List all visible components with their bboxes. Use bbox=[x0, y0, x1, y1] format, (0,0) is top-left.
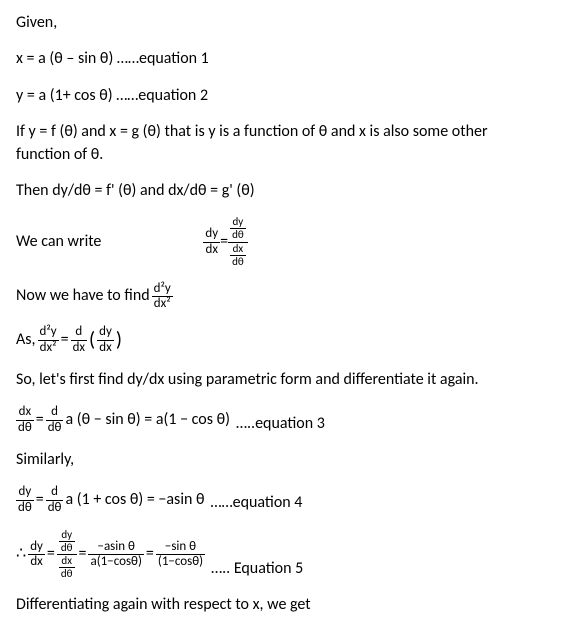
frac-compound: dy dθ dx dθ bbox=[228, 216, 248, 267]
eq-sign: = bbox=[61, 329, 69, 351]
eq-as-definition: As, d²y dx² = d dx ( dy dx ) bbox=[16, 325, 545, 355]
eq-sign: = bbox=[36, 489, 44, 511]
text-eq2: y = a (1+ cos θ) ……equation 2 bbox=[16, 85, 545, 107]
eq-sign: = bbox=[36, 409, 44, 431]
frac-dxdtheta: dx dθ bbox=[16, 405, 34, 435]
eq-suffix: ….. Equation 5 bbox=[211, 558, 303, 580]
frac-ddx: d dx bbox=[71, 325, 87, 355]
eq-equation3: dx dθ = d dθ a (θ − sin θ) = a(1 − cos θ… bbox=[16, 405, 545, 435]
text-functions: If y = f (θ) and x = g (θ) that is y is … bbox=[16, 121, 545, 166]
text-nowfind: Now we have to find bbox=[16, 285, 150, 307]
frac-dydx: dy dx bbox=[203, 227, 220, 257]
text-differentiating: Differentiating again with respect to x,… bbox=[16, 594, 545, 616]
eq-equation5: ∴ dy dx = dy dθ dx dθ = −asin θ a(1−cosθ… bbox=[16, 529, 545, 580]
eq-equation4: dy dθ = d dθ a (1 + cos θ) = −asin θ ……e… bbox=[16, 485, 545, 515]
frac-d2ydx2-2: d²y dx² bbox=[38, 325, 59, 355]
eq-second-deriv-intro: Now we have to find d²y dx² bbox=[16, 282, 545, 312]
eq-suffix: …..equation 3 bbox=[236, 413, 325, 435]
text-given: Given, bbox=[16, 12, 545, 34]
frac-ddtheta: d dθ bbox=[46, 405, 64, 435]
frac-d2ydx2: d²y dx² bbox=[152, 282, 173, 312]
frac-sin: −sin θ (1−cosθ) bbox=[156, 540, 205, 570]
frac-asin: −asin θ a(1−cosθ) bbox=[88, 540, 143, 570]
eq-suffix: ……equation 4 bbox=[211, 492, 303, 514]
text-as: As, bbox=[16, 329, 36, 351]
eq-sign: = bbox=[47, 543, 55, 565]
text-derivatives: Then dy/dθ = f' (θ) and dx/dθ = g' (θ) bbox=[16, 180, 545, 202]
text-letsfind: So, let's first find dy/dx using paramet… bbox=[16, 369, 545, 391]
frac-ddtheta-2: d dθ bbox=[46, 485, 64, 515]
frac-dydx-2: dy dx bbox=[97, 325, 114, 355]
eq-chain-rule: We can write dy dx = dy dθ dx dθ bbox=[16, 216, 545, 267]
eq-sign: = bbox=[146, 543, 154, 565]
text-wecanwrite: We can write bbox=[16, 231, 101, 253]
text-similarly: Similarly, bbox=[16, 449, 545, 471]
eq-body: a (1 + cos θ) = −asin θ bbox=[65, 489, 204, 511]
frac-dydx-3: dy dx bbox=[28, 540, 45, 570]
text-eq1: x = a (θ – sin θ) ……equation 1 bbox=[16, 48, 545, 70]
eq-sign: = bbox=[220, 231, 228, 253]
paren-right: ) bbox=[116, 335, 122, 345]
eq-body: a (θ − sin θ) = a(1 − cos θ) bbox=[65, 409, 230, 431]
paren-left: ( bbox=[89, 335, 95, 345]
therefore-symbol: ∴ bbox=[16, 543, 26, 565]
eq-sign: = bbox=[79, 543, 87, 565]
frac-dydtheta: dy dθ bbox=[16, 485, 34, 515]
frac-compound-2: dy dθ dx dθ bbox=[57, 529, 77, 580]
